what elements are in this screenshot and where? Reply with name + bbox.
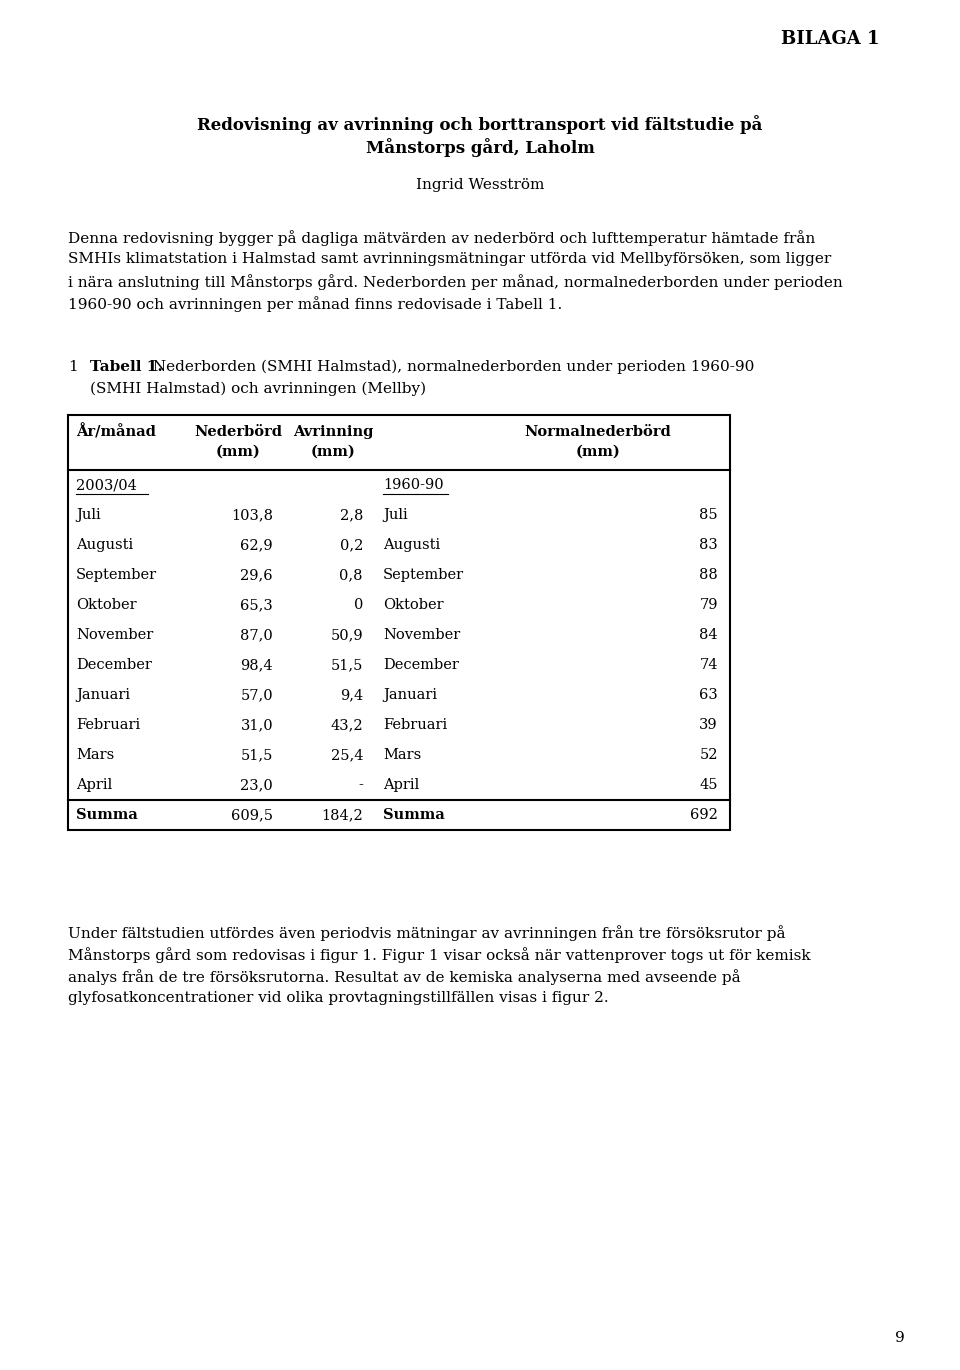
Text: 79: 79 (700, 597, 718, 612)
Text: 29,6: 29,6 (240, 569, 273, 582)
Text: Januari: Januari (76, 688, 131, 701)
Text: 50,9: 50,9 (330, 627, 363, 643)
Text: 52: 52 (700, 748, 718, 762)
Text: 43,2: 43,2 (330, 718, 363, 732)
Text: 51,5: 51,5 (241, 748, 273, 762)
Text: Under fältstudien utfördes även periodvis mätningar av avrinningen från tre förs: Under fältstudien utfördes även periodvi… (68, 925, 785, 941)
Text: Normalnederbörd: Normalnederbörd (524, 425, 671, 438)
Text: 51,5: 51,5 (330, 658, 363, 673)
Text: Nederbörd: Nederbörd (194, 425, 282, 438)
Text: 63: 63 (699, 688, 718, 701)
Text: 0,8: 0,8 (340, 569, 363, 582)
Text: 88: 88 (699, 569, 718, 582)
Text: -: - (358, 778, 363, 792)
Text: November: November (76, 627, 154, 643)
Text: År/månad: År/månad (76, 425, 156, 440)
Text: 23,0: 23,0 (240, 778, 273, 792)
Text: Tabell 1.: Tabell 1. (90, 360, 163, 374)
Text: Denna redovisning bygger på dagliga mätvärden av nederbörd och lufttemperatur hä: Denna redovisning bygger på dagliga mätv… (68, 230, 815, 245)
Text: 39: 39 (700, 718, 718, 732)
Text: 31,0: 31,0 (240, 718, 273, 732)
Text: Oktober: Oktober (76, 597, 136, 612)
Text: 65,3: 65,3 (240, 597, 273, 612)
Text: (mm): (mm) (311, 445, 355, 459)
Text: 692: 692 (690, 808, 718, 822)
Text: Juli: Juli (383, 508, 408, 522)
Text: 83: 83 (699, 538, 718, 552)
Text: 0: 0 (353, 597, 363, 612)
Text: April: April (383, 778, 420, 792)
Text: 84: 84 (700, 627, 718, 643)
Text: analys från de tre försöksrutorna. Resultat av de kemiska analyserna med avseend: analys från de tre försöksrutorna. Resul… (68, 969, 740, 985)
Text: (SMHI Halmstad) och avrinningen (Mellby): (SMHI Halmstad) och avrinningen (Mellby) (90, 382, 426, 396)
Text: i nära anslutning till Månstorps gård. Nederborden per månad, normalnederborden : i nära anslutning till Månstorps gård. N… (68, 274, 843, 290)
Text: 0,2: 0,2 (340, 538, 363, 552)
Text: 2003/04: 2003/04 (76, 478, 137, 492)
Text: 1960-90: 1960-90 (383, 478, 444, 492)
Text: Summa: Summa (76, 808, 137, 822)
Text: April: April (76, 778, 112, 792)
Text: (mm): (mm) (576, 445, 620, 459)
Text: 103,8: 103,8 (231, 508, 273, 522)
Text: November: November (383, 627, 460, 643)
Text: September: September (383, 569, 464, 582)
Text: Februari: Februari (76, 718, 140, 732)
Text: Februari: Februari (383, 718, 447, 732)
Text: Avrinning: Avrinning (293, 425, 373, 438)
Text: Juli: Juli (76, 508, 101, 522)
Text: 1960-90 och avrinningen per månad finns redovisade i Tabell 1.: 1960-90 och avrinningen per månad finns … (68, 296, 563, 312)
Text: 9,4: 9,4 (340, 688, 363, 701)
Text: 74: 74 (700, 658, 718, 673)
Text: Augusti: Augusti (383, 538, 441, 552)
Text: December: December (76, 658, 152, 673)
Text: 98,4: 98,4 (240, 658, 273, 673)
Text: 184,2: 184,2 (322, 808, 363, 822)
Text: Nederborden (SMHI Halmstad), normalnederborden under perioden 1960-90: Nederborden (SMHI Halmstad), normalneder… (148, 360, 755, 374)
Text: Augusti: Augusti (76, 538, 133, 552)
Text: 2,8: 2,8 (340, 508, 363, 522)
Text: SMHIs klimatstation i Halmstad samt avrinningsmätningar utförda vid Mellbyförsök: SMHIs klimatstation i Halmstad samt avri… (68, 252, 831, 266)
Text: 1: 1 (68, 360, 78, 374)
Text: Mars: Mars (383, 748, 421, 762)
Text: glyfosatkoncentrationer vid olika provtagningstillfällen visas i figur 2.: glyfosatkoncentrationer vid olika provta… (68, 991, 609, 1006)
Text: Summa: Summa (383, 808, 444, 822)
Text: (mm): (mm) (216, 445, 260, 459)
Text: 45: 45 (700, 778, 718, 792)
Text: Mars: Mars (76, 748, 114, 762)
Text: September: September (76, 569, 157, 582)
Text: BILAGA 1: BILAGA 1 (780, 30, 879, 48)
Text: Redovisning av avrinning och borttransport vid fältstudie på: Redovisning av avrinning och borttranspo… (198, 115, 762, 134)
Text: 87,0: 87,0 (240, 627, 273, 643)
Text: 62,9: 62,9 (240, 538, 273, 552)
Text: 25,4: 25,4 (330, 748, 363, 762)
Text: 609,5: 609,5 (231, 808, 273, 822)
Text: 9: 9 (895, 1332, 905, 1345)
Text: Januari: Januari (383, 688, 437, 701)
Text: 57,0: 57,0 (240, 688, 273, 701)
Text: Månstorps gård, Laholm: Månstorps gård, Laholm (366, 138, 594, 158)
Text: 85: 85 (700, 508, 718, 522)
Bar (68, 415, 730, 830)
Text: Ingrid Wesström: Ingrid Wesström (416, 178, 544, 192)
Text: Oktober: Oktober (383, 597, 444, 612)
Text: December: December (383, 658, 459, 673)
Text: Månstorps gård som redovisas i figur 1. Figur 1 visar också när vattenprover tog: Månstorps gård som redovisas i figur 1. … (68, 947, 810, 963)
